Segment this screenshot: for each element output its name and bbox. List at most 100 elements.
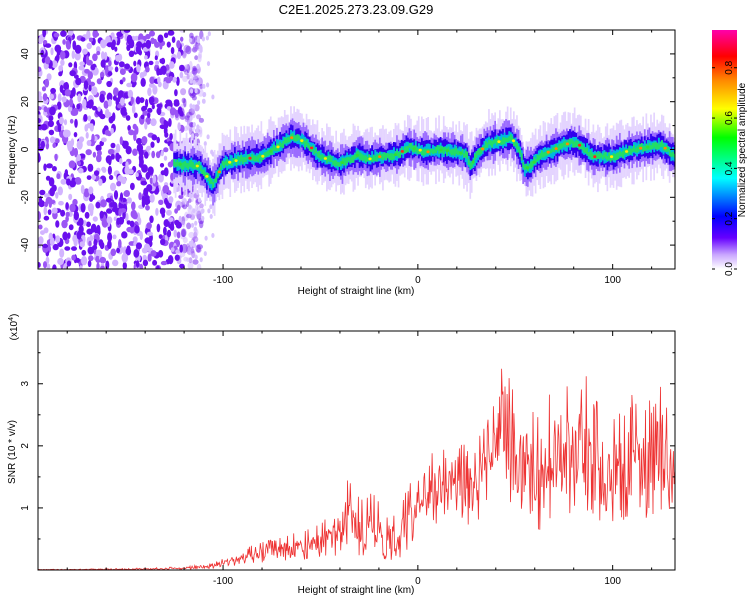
y-tick-label: 3 <box>20 381 31 387</box>
noise-blob <box>203 251 207 257</box>
noise-scatter <box>38 30 215 269</box>
noise-blob <box>69 118 74 124</box>
noise-blob <box>165 120 169 129</box>
noise-blob <box>139 72 145 79</box>
ridge-cell <box>475 151 478 158</box>
noise-blob <box>92 53 98 62</box>
noise-blob <box>204 235 208 241</box>
ridge-cell <box>600 153 603 163</box>
noise-blob <box>49 93 54 100</box>
noise-blob <box>79 61 85 66</box>
colorbar: 0.0 0.2 0.4 0.6 0.8 Normalized spectral ampl… <box>712 30 748 276</box>
noise-blob <box>126 34 133 45</box>
noise-blob <box>51 207 58 214</box>
ridge-cell <box>520 153 523 161</box>
ridge-peak <box>646 145 650 149</box>
noise-blob <box>106 208 111 214</box>
noise-blob <box>44 56 51 65</box>
noise-blob <box>38 262 41 268</box>
noise-blob <box>83 188 90 198</box>
ridge-peak <box>525 166 529 170</box>
ridge-peak <box>276 145 280 149</box>
ridge-cell <box>500 139 503 146</box>
ridge-cell <box>332 160 335 165</box>
ridge-cell <box>285 137 288 144</box>
noise-blob <box>44 78 50 88</box>
noise-blob <box>189 103 193 109</box>
ridge-cell <box>545 150 548 156</box>
noise-blob <box>68 160 76 169</box>
ridge-peak <box>546 150 550 154</box>
noise-blob <box>38 36 43 45</box>
ridge-cell <box>366 151 369 162</box>
noise-blob <box>193 132 199 138</box>
noise-blob <box>87 71 94 80</box>
ridge-cell <box>262 149 264 159</box>
noise-blob <box>87 260 92 268</box>
noise-blob <box>115 143 121 153</box>
ridge-cell <box>405 146 408 153</box>
noise-blob <box>135 44 141 55</box>
noise-blob <box>188 192 192 198</box>
ridge-cell <box>407 145 409 152</box>
ridge-cell <box>350 156 353 163</box>
ridge-cell <box>573 137 576 146</box>
ridge-cell <box>483 145 486 151</box>
ridge-cell <box>366 156 369 162</box>
ridge-cell <box>293 135 296 141</box>
noise-blob <box>138 149 144 156</box>
noise-blob <box>179 244 183 253</box>
noise-blob <box>104 129 111 136</box>
noise-blob <box>119 68 126 75</box>
noise-blob <box>170 247 175 253</box>
noise-blob <box>58 65 64 72</box>
noise-blob <box>168 118 172 127</box>
ridge-cell <box>238 157 241 164</box>
noise-blob <box>199 220 204 229</box>
noise-blob <box>131 201 136 211</box>
colorbar-tick-label: 0.6 <box>724 111 735 125</box>
ridge-cell <box>428 149 431 156</box>
noise-blob <box>49 237 55 246</box>
ridge-cell <box>343 158 345 166</box>
ridge-cell <box>308 145 311 151</box>
ridge-cell <box>273 145 275 151</box>
ridge-peak <box>426 150 430 154</box>
ridge-cell <box>321 154 324 160</box>
noise-blob <box>173 108 177 115</box>
x-tick-label: 0 <box>415 576 421 587</box>
ridge-cell <box>670 152 673 158</box>
noise-blob <box>38 152 41 162</box>
noise-blob <box>189 116 193 122</box>
noise-blob <box>51 60 58 68</box>
noise-blob <box>121 253 129 263</box>
ridge-peak <box>290 136 294 140</box>
noise-blob <box>142 110 148 116</box>
ridge-cell <box>478 148 481 156</box>
noise-blob <box>167 30 175 36</box>
ridge-cell <box>421 148 423 155</box>
noise-blob <box>136 137 142 145</box>
noise-blob <box>81 249 87 256</box>
noise-blob <box>86 221 91 228</box>
ridge-cell <box>310 147 313 153</box>
noise-blob <box>69 203 76 213</box>
ridge-cell <box>668 149 671 157</box>
noise-blob <box>71 254 76 261</box>
ridge-cell <box>396 150 398 157</box>
ridge-peak <box>234 159 238 163</box>
noise-blob <box>176 76 180 87</box>
x-tick-label: 100 <box>604 275 621 286</box>
noise-blob <box>136 242 142 250</box>
ridge-peak <box>310 146 314 150</box>
noise-blob <box>145 66 150 73</box>
noise-blob <box>45 43 52 48</box>
ridge-cell <box>335 160 338 166</box>
noise-blob <box>113 190 119 200</box>
ridge-cell <box>176 159 179 167</box>
noise-blob <box>63 119 68 126</box>
noise-blob <box>163 32 169 39</box>
noise-blob <box>112 112 116 122</box>
noise-blob <box>190 222 195 228</box>
noise-blob <box>122 111 128 116</box>
